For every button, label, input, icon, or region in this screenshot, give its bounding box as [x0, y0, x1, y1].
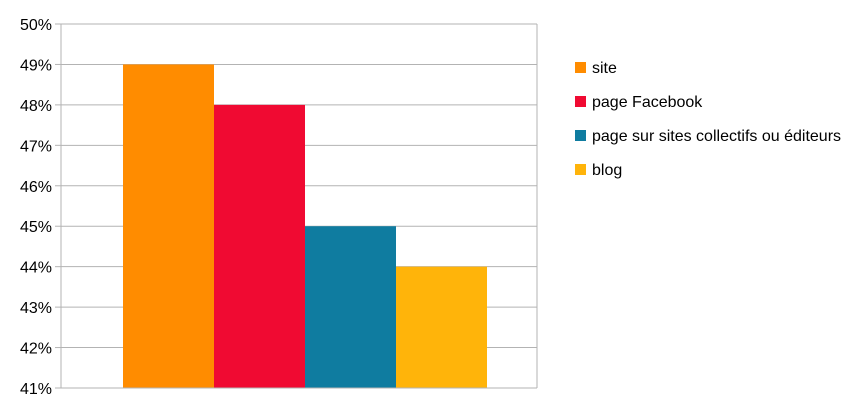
y-tick-label: 41%	[20, 381, 52, 396]
y-tick-label: 47%	[20, 138, 52, 155]
legend-label: page sur sites collectifs ou éditeurs	[592, 128, 842, 145]
legend-swatch	[575, 96, 586, 107]
bar	[305, 226, 396, 388]
legend-label: blog	[592, 162, 623, 179]
y-tick-label: 43%	[20, 300, 52, 317]
legend-item: page Facebook	[575, 91, 855, 115]
y-tick-label: 42%	[20, 341, 52, 358]
legend-item: blog	[575, 159, 855, 183]
bar	[123, 64, 214, 388]
bar	[214, 104, 305, 388]
y-tick-label: 48%	[20, 98, 52, 115]
y-tick-label: 49%	[20, 57, 52, 74]
y-tick-labels: 50% 49% 48% 47% 46% 45% 44% 43% 42% 41%	[20, 17, 52, 396]
legend-label: page Facebook	[592, 94, 703, 111]
legend-item: page sur sites collectifs ou éditeurs	[575, 125, 855, 149]
legend-item: site	[575, 57, 855, 81]
legend-label: site	[592, 60, 617, 77]
y-tick-label: 44%	[20, 260, 52, 277]
legend: site page Facebook page sur sites collecti…	[575, 57, 855, 193]
legend-swatch	[575, 130, 586, 141]
bars	[123, 64, 487, 388]
y-tick-label: 46%	[20, 179, 52, 196]
legend-swatch	[575, 62, 586, 73]
bar	[396, 266, 487, 388]
y-tick-label: 50%	[20, 17, 52, 34]
y-tick-label: 45%	[20, 219, 52, 236]
legend-swatch	[575, 164, 586, 175]
axes	[60, 24, 538, 389]
